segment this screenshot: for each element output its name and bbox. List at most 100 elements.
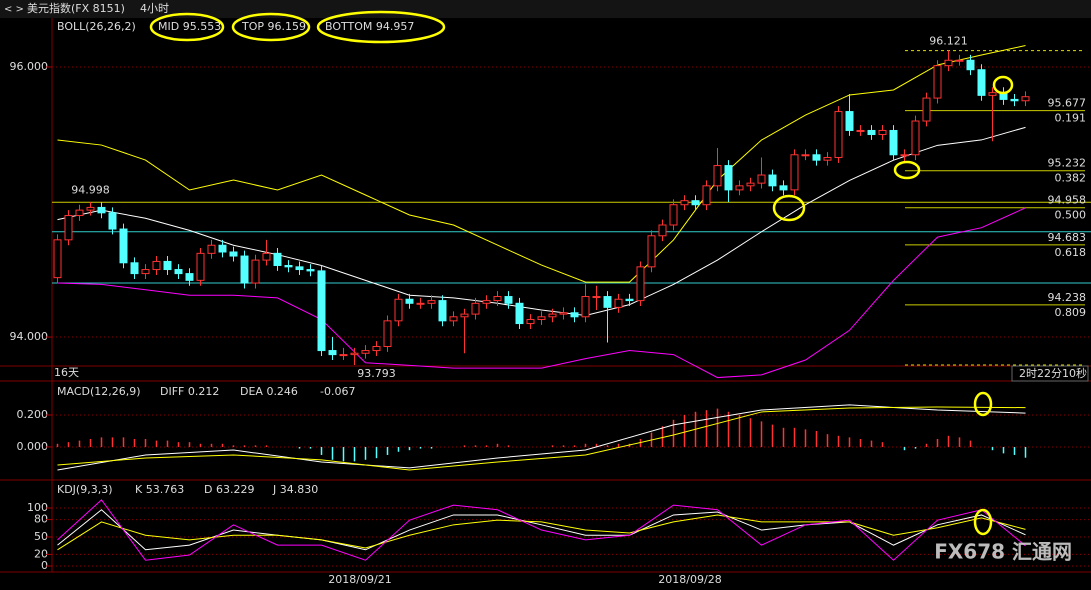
candle-body (878, 129, 887, 136)
ellipse (772, 194, 806, 222)
candle-body (328, 350, 337, 356)
candle-body (97, 206, 106, 214)
candle-body (900, 154, 909, 157)
price-annotation: 94.998 (71, 183, 110, 196)
candle-body (284, 264, 293, 268)
candle-body (207, 244, 216, 254)
legend-entry: MACD(12,26,9) (57, 385, 141, 398)
candle-body (251, 259, 260, 284)
period[interactable]: 4小时 (140, 2, 169, 15)
candle-body (185, 273, 194, 281)
candle-body (856, 129, 865, 132)
fib-price: 95.677 (1048, 97, 1087, 110)
legend-entry: K 53.763 (135, 483, 184, 496)
x-tick-label: 2018/09/21 (328, 573, 391, 586)
fib-price: 94.238 (1048, 291, 1087, 304)
price-annotation: 93.793 (357, 367, 396, 380)
candle-body (372, 346, 381, 352)
indicator-line (57, 45, 1026, 283)
fib-ratio: 0.382 (1055, 172, 1087, 185)
candle-body (713, 165, 722, 187)
candle-body (482, 300, 491, 304)
legend-entry: D 63.229 (204, 483, 254, 496)
countdown-box (1011, 365, 1089, 382)
ellipse (893, 160, 921, 180)
indicator-line (57, 207, 1026, 379)
candle-body (768, 174, 777, 187)
candle-body (922, 97, 931, 122)
candle-body (790, 154, 799, 191)
candle-body (383, 320, 392, 348)
candle-body (570, 312, 579, 318)
candle-body (229, 251, 238, 257)
candle-body (64, 215, 73, 241)
legend-entry: J 34.830 (272, 483, 318, 496)
y-tick-label: 20 (34, 547, 48, 560)
candle-body (174, 269, 183, 275)
candle-body (614, 298, 623, 308)
candle-body (218, 244, 227, 253)
candle-body (405, 298, 414, 304)
legend-entry: BOLL(26,26,2) (57, 20, 136, 33)
candle-body (636, 266, 645, 302)
candle-body (86, 206, 95, 211)
legend-entry: DEA 0.246 (240, 385, 298, 398)
candle-body (702, 185, 711, 206)
fib-ratio: 0.500 (1055, 209, 1087, 222)
indicator-line (57, 404, 1026, 471)
y-tick-label: 0 (41, 559, 48, 572)
candle-body (757, 174, 766, 184)
candle-body (75, 209, 84, 217)
indicator-line (57, 499, 1026, 561)
y-tick-label: 0.000 (17, 440, 49, 453)
candle-body (966, 59, 975, 71)
elapsed-days: 16天 (54, 366, 79, 379)
candle-body (515, 302, 524, 325)
candle-body (977, 69, 986, 96)
highlight-ellipses (149, 10, 1014, 536)
candle-body (504, 296, 513, 304)
nav-arrows[interactable]: < > (4, 4, 24, 15)
candle-body (537, 316, 546, 320)
candle-body (163, 260, 172, 271)
legend-entry: MID 95.553 (158, 20, 221, 33)
candle-body (559, 312, 568, 315)
candle-body (834, 111, 843, 158)
candle-body (1010, 98, 1019, 102)
candle-body (944, 59, 953, 67)
price-annotation: 96.121 (929, 35, 968, 48)
legend-entry: DIFF 0.212 (160, 385, 219, 398)
countdown: 2时22分10秒 (1019, 366, 1087, 380)
frames (0, 18, 1091, 573)
candle-body (812, 154, 821, 161)
ellipse (231, 12, 311, 42)
candle-body (658, 224, 667, 237)
candle-body (394, 298, 403, 322)
candle-body (53, 239, 62, 279)
candle-body (119, 228, 128, 264)
candle-body (933, 65, 942, 99)
candle-body (295, 266, 304, 271)
ellipse (973, 508, 993, 536)
candle-body (350, 352, 359, 356)
watermark: FX678 汇通网 (934, 540, 1072, 564)
candle-body (592, 296, 601, 299)
candle-body (680, 200, 689, 206)
ellipse (992, 75, 1014, 95)
candle-body (779, 185, 788, 191)
candle-body (130, 262, 139, 275)
candle-body (911, 120, 920, 156)
fib-ratio: 0.191 (1055, 112, 1087, 125)
candle-body (746, 182, 755, 187)
indicator-line (57, 406, 1026, 471)
candle-body (548, 313, 557, 318)
candle-body (625, 298, 634, 302)
candle-body (801, 154, 810, 157)
candle-body (460, 313, 469, 318)
candle-body (867, 129, 876, 136)
candle-body (306, 269, 315, 272)
candle-body (988, 92, 997, 96)
candle-body (262, 252, 271, 261)
fib-ratio: 0.809 (1055, 306, 1087, 319)
